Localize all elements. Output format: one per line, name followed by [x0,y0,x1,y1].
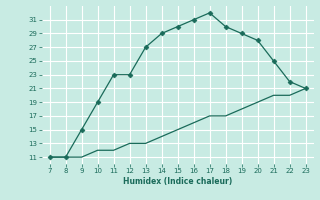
X-axis label: Humidex (Indice chaleur): Humidex (Indice chaleur) [123,177,232,186]
